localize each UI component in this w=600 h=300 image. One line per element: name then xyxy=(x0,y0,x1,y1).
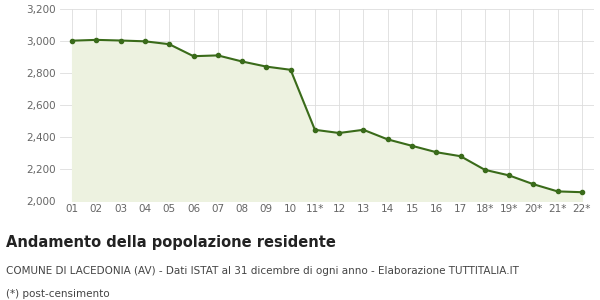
Text: (*) post-censimento: (*) post-censimento xyxy=(6,289,110,298)
Text: Andamento della popolazione residente: Andamento della popolazione residente xyxy=(6,236,336,250)
Text: COMUNE DI LACEDONIA (AV) - Dati ISTAT al 31 dicembre di ogni anno - Elaborazione: COMUNE DI LACEDONIA (AV) - Dati ISTAT al… xyxy=(6,266,519,275)
